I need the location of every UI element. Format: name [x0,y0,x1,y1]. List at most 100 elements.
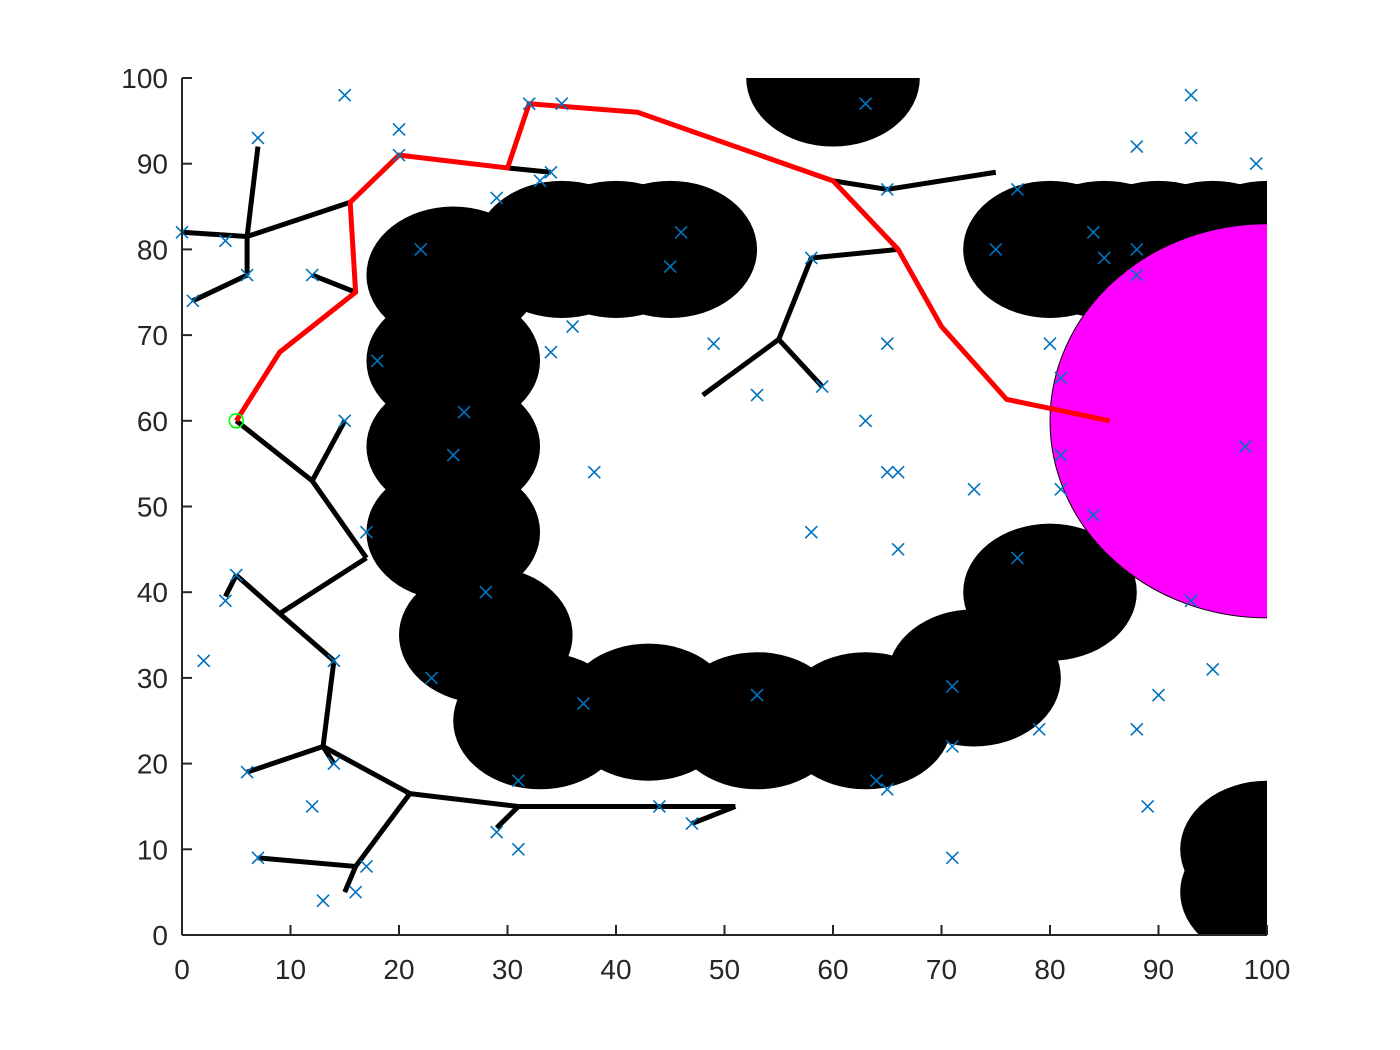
sample-point [490,191,504,205]
sample-point [316,894,330,908]
tree-edge [246,744,324,775]
x-tick-label: 40 [600,954,631,985]
tree-edge [182,229,248,240]
sample-point [880,465,894,479]
y-ticks: 0 10 20 30 40 50 60 70 80 90 100 [121,63,192,951]
sample-point [251,131,265,145]
x-tick-label: 50 [709,954,740,985]
y-tick-label: 30 [137,663,168,694]
sample-point [1141,799,1155,814]
sample-point [685,817,699,831]
sample-points [175,88,1263,908]
sample-point [197,654,211,668]
sample-point [967,482,981,496]
y-tick-label: 60 [137,406,168,437]
sample-point [945,679,959,694]
obstacle-circle [583,180,758,318]
sample-point [251,851,265,865]
tree-edge [701,337,781,398]
y-tick-label: 10 [137,834,168,865]
sample-point [1151,688,1166,702]
goal-region [1049,223,1267,619]
sample-point [490,825,504,839]
tree-edge [507,165,552,175]
sample-point [1010,551,1025,565]
obstacle-circle [746,78,920,147]
sample-point [880,182,894,196]
sample-point [1086,225,1100,239]
sample-point [338,88,352,102]
sample-point [858,414,873,428]
tree-edge [321,744,412,796]
sample-point [1054,371,1068,385]
tree-edge [320,660,337,747]
sample-point [804,251,818,265]
tree-edge [811,246,899,261]
sample-point [414,242,428,256]
sample-point [707,337,721,351]
sample-point [229,568,243,582]
tree-edge [776,337,824,389]
y-tick-label: 20 [137,749,168,780]
tree-edge [310,419,347,482]
sample-point [555,97,569,111]
tree-edge [223,573,239,598]
sample-point [544,165,558,179]
sample-point [1032,722,1046,736]
sample-point [338,414,352,428]
x-ticks: 0 10 20 30 40 50 60 70 80 90 100 [174,925,1290,985]
goal-region-layer [1049,223,1267,619]
sample-point [1184,594,1198,608]
sample-point [869,774,883,788]
tree-edges [182,146,997,894]
sample-point [858,97,873,111]
y-tick-label: 90 [137,149,168,180]
sample-point [424,671,439,685]
x-tick-label: 20 [383,954,414,985]
sample-point [674,225,688,239]
sample-point [327,654,341,668]
sample-point [1130,242,1144,256]
x-tick-label: 30 [492,954,523,985]
sample-point [1184,131,1198,145]
tree-edge [278,555,368,616]
sample-point [186,294,200,308]
sample-point [1130,139,1144,154]
tree-edge [494,804,521,830]
sample-point [305,799,319,814]
sample-point [750,688,764,702]
sample-point [891,465,905,479]
sample-point [804,525,818,539]
sample-point [1043,337,1057,351]
sample-point [533,174,547,188]
start-marker [228,412,245,429]
x-tick-label: 0 [174,954,190,985]
sample-point [1130,722,1144,736]
tree-edge [832,178,888,192]
tree-edge [278,611,336,663]
sample-point [1010,182,1025,196]
y-tick-label: 0 [152,920,168,951]
sample-point [446,448,460,462]
sample-point [880,337,894,351]
tree-edge [311,272,357,295]
x-tick-label: 90 [1143,954,1174,985]
sample-point [1054,482,1068,496]
x-tick-label: 70 [926,954,957,985]
sample-point [522,97,536,111]
y-tick-label: 40 [137,577,168,608]
obstacle-circle [1180,823,1267,935]
sample-point [240,765,254,779]
sample-point [218,594,232,608]
y-tick-label: 80 [137,234,168,265]
sample-point [327,757,341,771]
sample-point [1206,662,1220,676]
sample-point [663,259,677,274]
tree-edge [246,199,351,239]
sample-point [1054,448,1068,462]
y-tick-label: 100 [121,63,168,94]
sample-point [370,354,384,368]
sample-point [815,379,829,394]
sample-point [750,388,764,402]
start-layer [228,412,245,429]
